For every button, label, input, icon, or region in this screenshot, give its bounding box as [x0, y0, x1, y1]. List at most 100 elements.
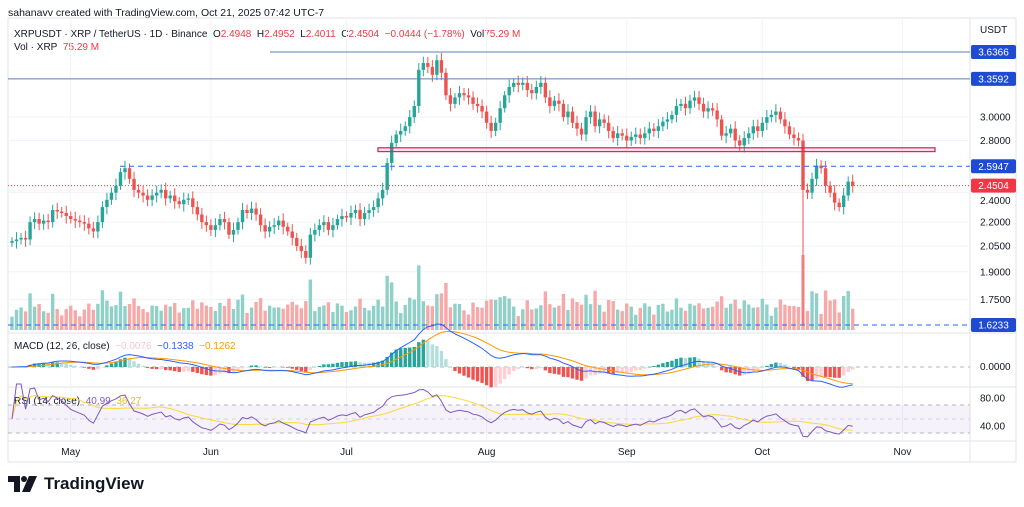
- candle-body: [679, 103, 683, 107]
- volume-bar: [819, 314, 823, 330]
- volume-bar: [163, 304, 168, 330]
- volume-bar: [100, 290, 105, 330]
- candle-body: [295, 237, 299, 247]
- volume-bar: [516, 316, 520, 330]
- volume-bar: [444, 283, 448, 330]
- candle-body: [561, 103, 566, 118]
- volume-bar: [317, 306, 322, 330]
- volume-bar: [32, 306, 37, 330]
- volume-bar: [154, 306, 159, 330]
- level-price-badge: [971, 71, 1016, 86]
- candle-body: [73, 219, 77, 221]
- volume-bar: [837, 312, 841, 330]
- candle-body: [154, 192, 159, 196]
- candle-body: [28, 222, 32, 240]
- macd-histogram-bar: [629, 367, 633, 372]
- candle-body: [665, 119, 670, 122]
- candle-body: [123, 168, 127, 173]
- volume-bar: [634, 314, 638, 330]
- volume-bar: [195, 308, 200, 330]
- macd-histogram-bar: [218, 367, 222, 374]
- macd-histogram-bar: [466, 367, 471, 378]
- volume-bar: [299, 308, 303, 330]
- candle-body: [150, 195, 154, 200]
- volume-bar: [742, 300, 746, 330]
- candle-body: [344, 216, 349, 218]
- volume-bar: [787, 305, 792, 330]
- volume-bar: [236, 299, 240, 330]
- candle-body: [439, 60, 444, 73]
- volume-bar: [841, 296, 846, 330]
- candle-body: [670, 114, 674, 120]
- macd-histogram-bar: [656, 364, 661, 367]
- macd-histogram-bar: [50, 362, 55, 367]
- macd-histogram-bar: [688, 357, 692, 367]
- volume-bar: [132, 298, 136, 330]
- candle-body: [774, 111, 778, 115]
- macd-histogram-bar: [168, 367, 172, 371]
- candle-body: [466, 95, 471, 98]
- candle-body: [32, 219, 37, 223]
- volume-bar: [349, 310, 353, 330]
- volume-bar: [525, 300, 529, 330]
- macd-histogram-bar: [389, 352, 394, 367]
- candle-body: [566, 111, 570, 118]
- volume-bar: [769, 315, 774, 330]
- macd-histogram-bar: [557, 367, 561, 375]
- candle-body: [173, 195, 177, 202]
- symbol-name[interactable]: XRPUSDT · XRP / TetherUS · 1D · Binance: [14, 29, 208, 40]
- rsi-label[interactable]: RSI (14, close): [14, 396, 81, 407]
- volume-bar: [82, 309, 87, 330]
- volume-bar: [118, 291, 123, 330]
- candle-body: [118, 172, 123, 186]
- volume-bar: [783, 304, 787, 330]
- volume-bar: [60, 315, 64, 330]
- macd-histogram-bar: [625, 367, 629, 373]
- macd-histogram-bar: [471, 367, 475, 380]
- candle-body: [697, 97, 701, 104]
- macd-histogram-bar: [73, 365, 77, 367]
- macd-histogram-bar: [335, 362, 340, 367]
- candle-body: [245, 210, 249, 214]
- volume-bar: [267, 305, 272, 330]
- macd-histogram-bar: [182, 367, 186, 372]
- candle-body: [765, 117, 769, 123]
- macd-histogram-bar: [819, 367, 823, 377]
- volume-bar: [715, 301, 719, 330]
- volume-bar: [512, 306, 516, 330]
- volume-bar: [489, 299, 493, 330]
- candle-body: [805, 189, 810, 193]
- volume-bar: [575, 302, 579, 330]
- macd-histogram-bar: [597, 367, 602, 374]
- macd-label[interactable]: MACD (12, 26, close): [14, 341, 110, 352]
- macd-histogram-bar: [521, 367, 525, 368]
- macd-histogram-bar: [222, 367, 227, 373]
- macd-histogram-bar: [548, 367, 552, 374]
- volume-bar: [778, 299, 783, 330]
- volume-label[interactable]: Vol · XRP: [14, 42, 58, 53]
- volume-bar: [611, 301, 615, 330]
- candle-body: [10, 241, 14, 243]
- candle-body: [91, 228, 96, 232]
- level-price-badge: [971, 318, 1016, 333]
- volume-bar: [502, 296, 507, 330]
- candle-body: [55, 210, 59, 212]
- candle-body: [254, 208, 258, 215]
- volume-bar: [805, 311, 810, 330]
- y-tick-label: 3.0000: [980, 113, 1011, 124]
- volume-bar: [46, 312, 50, 330]
- tradingview-logo[interactable]: TradingView: [8, 474, 144, 494]
- volume-bar: [105, 300, 109, 330]
- macd-histogram-bar: [191, 367, 195, 372]
- volume-bar: [792, 305, 796, 330]
- macd-histogram-bar: [240, 367, 245, 369]
- candle-body: [349, 213, 353, 218]
- macd-histogram-bar: [299, 367, 303, 371]
- macd-histogram-bar: [747, 367, 751, 374]
- volume-bar: [114, 305, 118, 330]
- candle-body: [579, 128, 584, 135]
- volume-bar: [276, 307, 281, 330]
- candle-body: [78, 220, 82, 223]
- volume-bar: [615, 309, 620, 330]
